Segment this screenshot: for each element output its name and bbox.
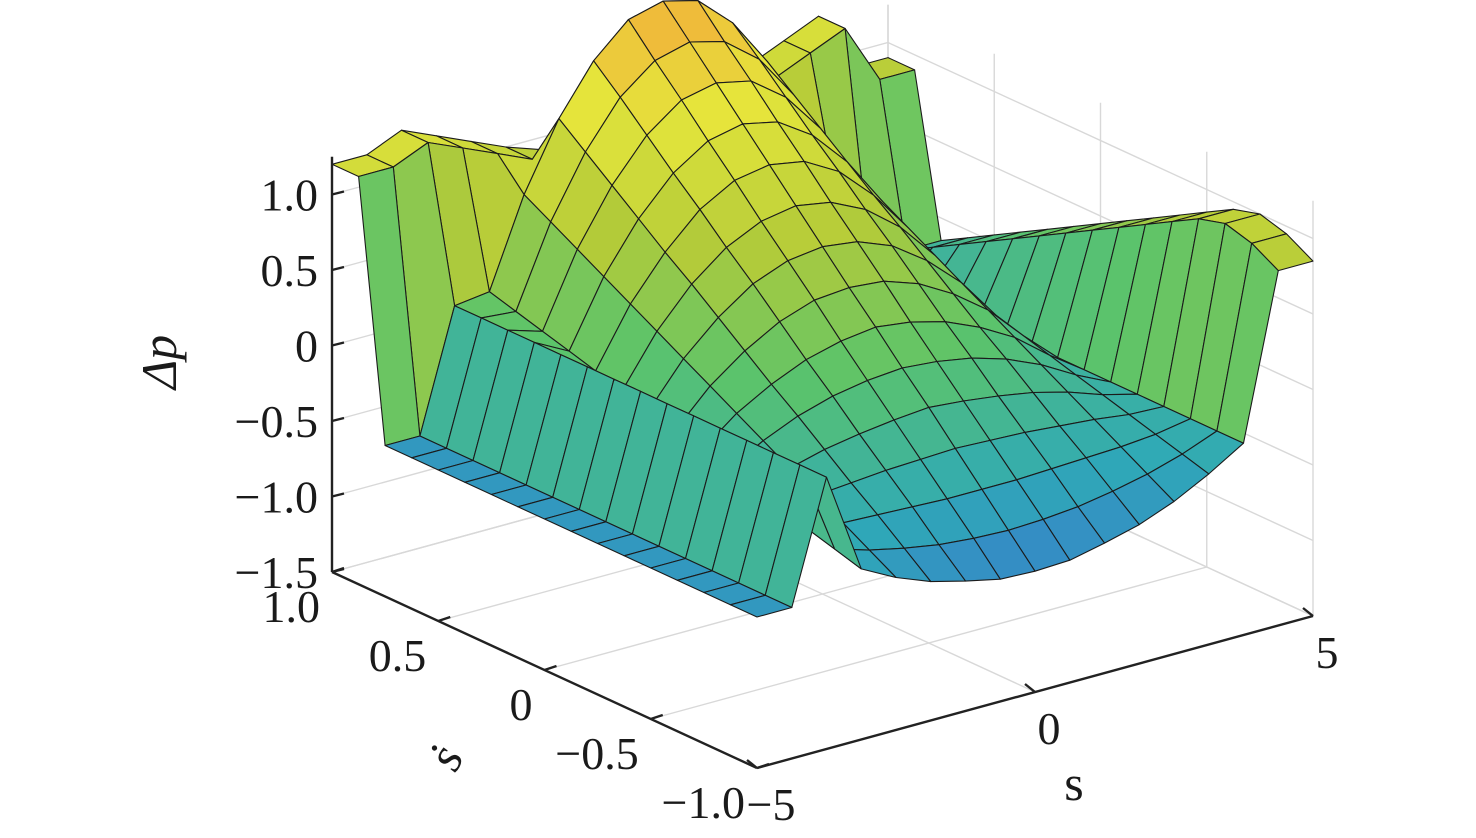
- y-tick: [650, 713, 664, 721]
- x-tick: [1302, 607, 1314, 617]
- y-tick-label: −0.5: [555, 728, 638, 779]
- y-tick-label: 1.0: [263, 581, 321, 632]
- z-tick: [331, 265, 345, 272]
- x-tick-label: −5: [747, 779, 796, 830]
- y-tick: [437, 615, 451, 623]
- z-tick-label: −1.0: [235, 472, 318, 523]
- z-tick: [331, 190, 345, 196]
- surface-layer: [331, 0, 1314, 618]
- z-tick-label: −1.5: [235, 547, 318, 598]
- x-tick: [1024, 683, 1036, 693]
- z-tick: [331, 341, 345, 347]
- x-tick-label: 0: [1038, 703, 1061, 754]
- z-tick: [331, 416, 345, 423]
- y-tick-label: 0: [510, 679, 533, 730]
- axes-layer: −1.5 −1.0 −0.5 0 0.5 1.0 −1.0 −0.5 0 0.5 1.0 −5 0 5: [235, 156, 1339, 830]
- surface-facet: [729, 594, 793, 618]
- z-axis-label: Δp: [131, 335, 187, 391]
- y-tick: [756, 762, 770, 770]
- y-tick-label: −1.0: [662, 777, 745, 828]
- z-tick-label: 0: [295, 321, 318, 372]
- z-tick-label: 1.0: [261, 170, 319, 221]
- z-tick-label: 0.5: [261, 245, 319, 296]
- x-tick: [746, 759, 758, 769]
- y-axis-label: ṡ: [415, 736, 474, 779]
- x-tick-label: 5: [1316, 627, 1339, 678]
- z-tick: [331, 492, 345, 498]
- z-tick-label: −0.5: [235, 396, 318, 447]
- y-tick: [544, 664, 557, 672]
- y-tick: [331, 566, 345, 574]
- x-axis-label: s: [1064, 755, 1083, 811]
- y-tick-label: 0.5: [369, 630, 427, 681]
